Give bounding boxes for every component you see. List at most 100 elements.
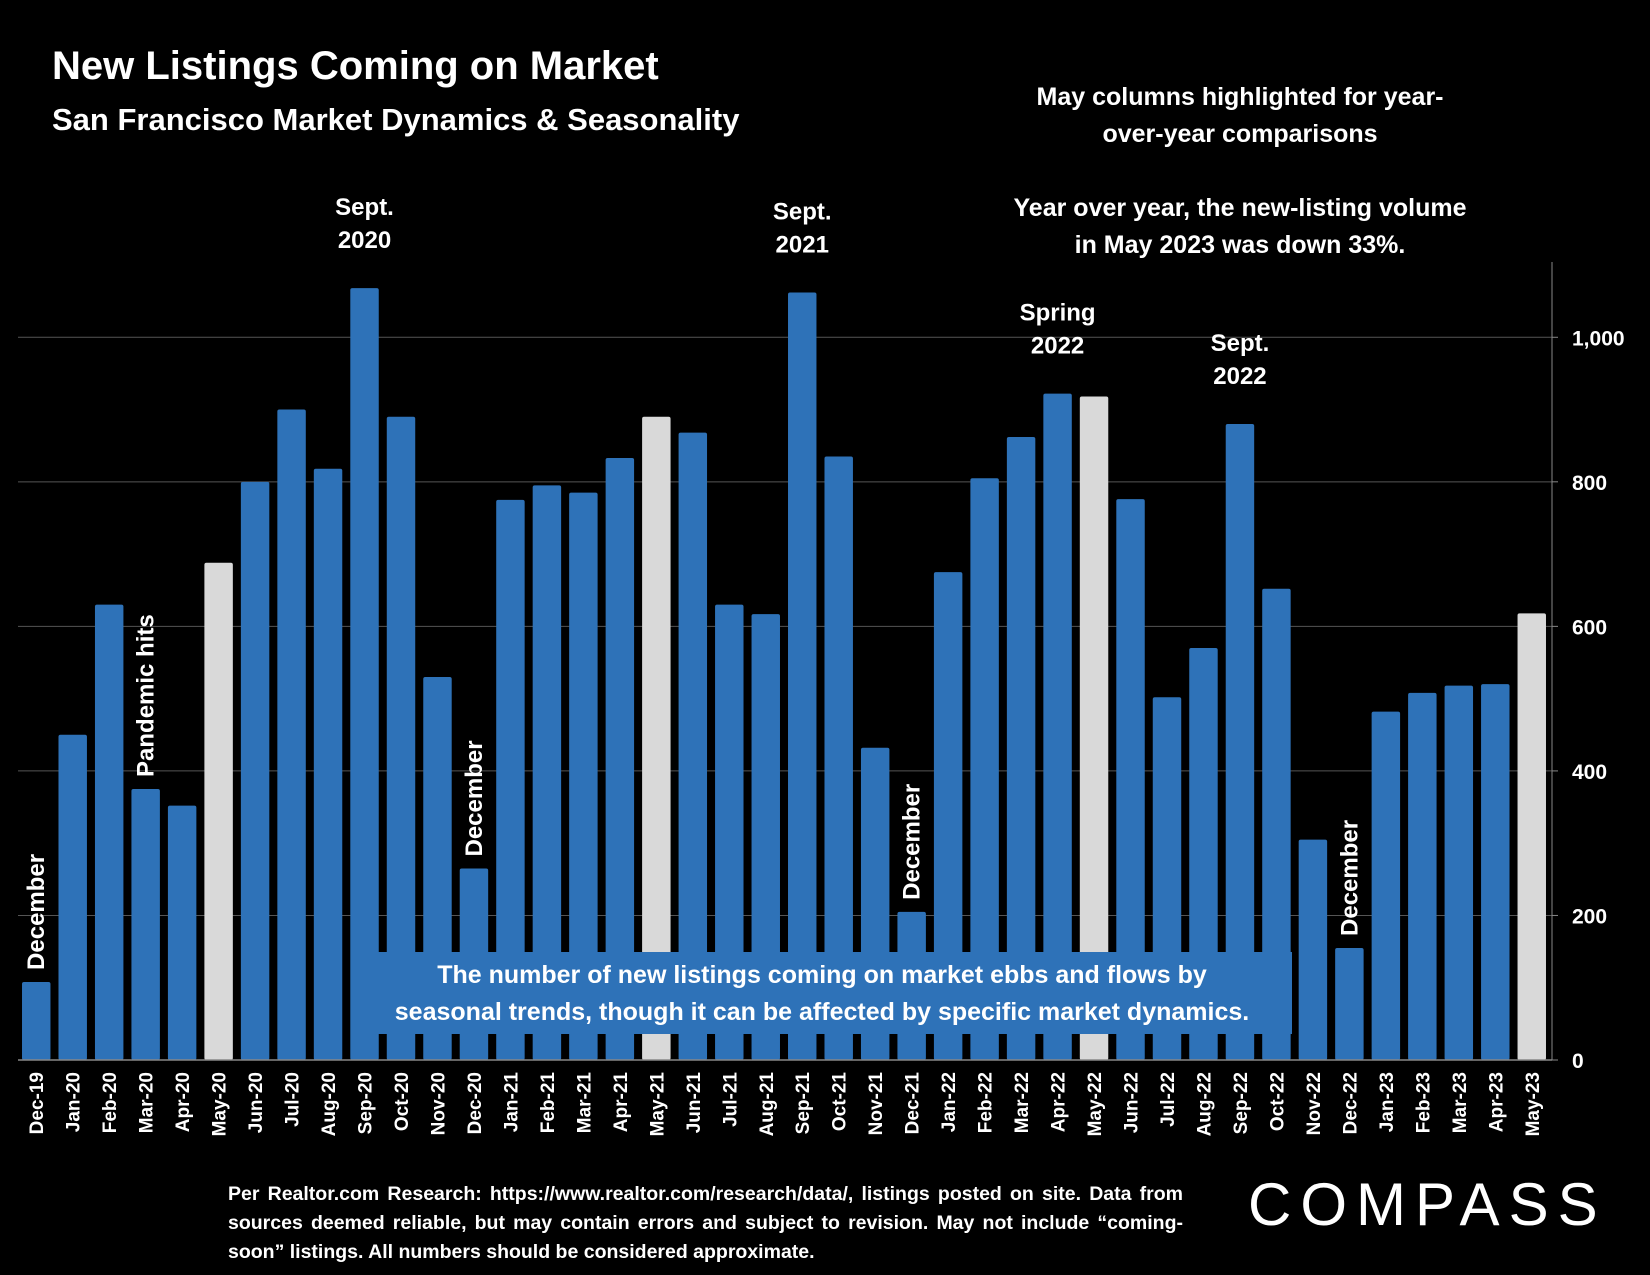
bar (1079, 396, 1109, 1060)
bar (1335, 947, 1364, 1060)
bar (1262, 588, 1291, 1060)
x-tick-label: Feb-21 (538, 1072, 559, 1134)
bar (240, 481, 270, 1060)
x-tick-label: Feb-22 (976, 1072, 997, 1133)
callout-line-1: The number of new listings coming on mar… (437, 961, 1207, 989)
bar (678, 432, 708, 1060)
bar (167, 805, 197, 1060)
yoy-note: Year over year, the new-listing volume i… (990, 190, 1490, 264)
bar (58, 734, 87, 1060)
y-tick-label: 0 (1572, 1050, 1584, 1073)
annotation-label: Pandemic hits (133, 614, 160, 777)
annotation-label: December (899, 784, 926, 900)
may-highlight-note: May columns highlighted for year- over-y… (990, 79, 1490, 153)
x-tick-label: Jun-20 (246, 1072, 267, 1133)
y-tick-label: 600 (1572, 616, 1607, 639)
x-tick-label: Apr-20 (173, 1072, 194, 1132)
bar (22, 981, 51, 1060)
bar (94, 604, 124, 1060)
x-tick-label: Aug-20 (319, 1072, 340, 1136)
x-tick-label: May-23 (1523, 1072, 1544, 1136)
x-tick-label: Feb-23 (1413, 1072, 1434, 1133)
bar (1481, 684, 1510, 1060)
bar (751, 614, 780, 1060)
may-note-line-1: May columns highlighted for year- (1036, 83, 1444, 111)
bar (350, 288, 379, 1060)
x-tick-label: May-20 (210, 1072, 231, 1136)
x-tick-label: Aug-21 (757, 1072, 778, 1137)
bar (496, 499, 525, 1060)
x-tick-label: Jan-23 (1377, 1072, 1398, 1132)
callout-box: The number of new listings coming on mar… (352, 952, 1292, 1034)
x-tick-label: Dec-20 (465, 1072, 486, 1134)
annotation-label: December (23, 854, 50, 970)
bar (788, 292, 817, 1060)
x-tick-label: Apr-22 (1049, 1072, 1070, 1132)
bar (1298, 839, 1328, 1060)
x-tick-label: Sep-22 (1231, 1072, 1252, 1134)
x-tick-label: Jul-22 (1158, 1072, 1179, 1127)
annotation-label: 2020 (338, 227, 391, 254)
bar (605, 457, 635, 1061)
bar (204, 562, 233, 1060)
x-tick-label: May-21 (647, 1072, 668, 1137)
y-tick-label: 200 (1572, 905, 1607, 928)
bar (1043, 393, 1072, 1060)
yoy-note-line-2: in May 2023 was down 33%. (1074, 231, 1406, 259)
source-footnote: Per Realtor.com Research: https://www.re… (228, 1183, 1183, 1263)
x-tick-label: May-22 (1085, 1072, 1106, 1136)
x-tick-label: Jul-20 (283, 1072, 304, 1127)
x-tick-label: Sep-21 (793, 1072, 814, 1135)
x-tick-label: Mar-20 (137, 1072, 158, 1133)
x-tick-label: Jan-20 (64, 1072, 85, 1132)
x-tick-label: Mar-21 (574, 1072, 595, 1134)
annotation-label: Sept. (335, 194, 394, 221)
x-tick-label: Oct-21 (830, 1072, 851, 1132)
bar (933, 572, 963, 1060)
bar (386, 416, 416, 1061)
bar (1517, 613, 1546, 1060)
x-tick-label: Jan-21 (501, 1072, 522, 1133)
x-tick-label: Mar-22 (1012, 1072, 1033, 1133)
bar (532, 485, 562, 1060)
x-tick-label: Dec-19 (27, 1072, 48, 1134)
y-tick-label: 1,000 (1572, 327, 1625, 350)
annotation-label: Spring (1020, 300, 1096, 327)
x-tick-label: Dec-21 (903, 1072, 924, 1135)
x-tick-label: Oct-22 (1267, 1072, 1288, 1131)
x-tick-label: Jun-22 (1122, 1072, 1143, 1133)
annotation-label: 2021 (776, 231, 829, 258)
may-note-line-2: over-year comparisons (1102, 120, 1378, 148)
x-tick-label: Apr-21 (611, 1072, 632, 1133)
x-tick-label: Feb-20 (100, 1072, 121, 1133)
bar (313, 468, 343, 1060)
annotation-label: December (461, 740, 488, 856)
bar (1225, 424, 1255, 1060)
x-tick-label: Mar-23 (1450, 1072, 1471, 1133)
compass-logo: COMPASS (1248, 1171, 1607, 1238)
bar (1371, 711, 1401, 1060)
bar (1006, 437, 1036, 1060)
x-tick-label: Nov-21 (866, 1072, 887, 1136)
bar (715, 604, 744, 1060)
bar (277, 409, 306, 1061)
x-tick-label: Oct-20 (392, 1072, 413, 1131)
y-tick-label: 400 (1572, 761, 1607, 784)
chart-subtitle: San Francisco Market Dynamics & Seasonal… (52, 102, 740, 137)
x-tick-label: Nov-20 (428, 1072, 449, 1135)
y-tick-label: 800 (1572, 472, 1607, 495)
annotation-label: 2022 (1213, 363, 1266, 390)
x-tick-label: Nov-22 (1304, 1072, 1325, 1135)
bar (1408, 692, 1437, 1060)
bar (569, 492, 598, 1061)
bar (131, 788, 160, 1060)
yoy-note-line-1: Year over year, the new-listing volume (1013, 194, 1467, 222)
bar (970, 478, 999, 1060)
x-tick-label: Sep-20 (356, 1072, 377, 1134)
x-tick-label: Apr-23 (1486, 1072, 1507, 1132)
x-tick-label: Jan-22 (939, 1072, 960, 1132)
x-tick-label: Jul-21 (720, 1072, 741, 1127)
chart-title: New Listings Coming on Market (52, 44, 659, 88)
bar (1444, 685, 1474, 1060)
